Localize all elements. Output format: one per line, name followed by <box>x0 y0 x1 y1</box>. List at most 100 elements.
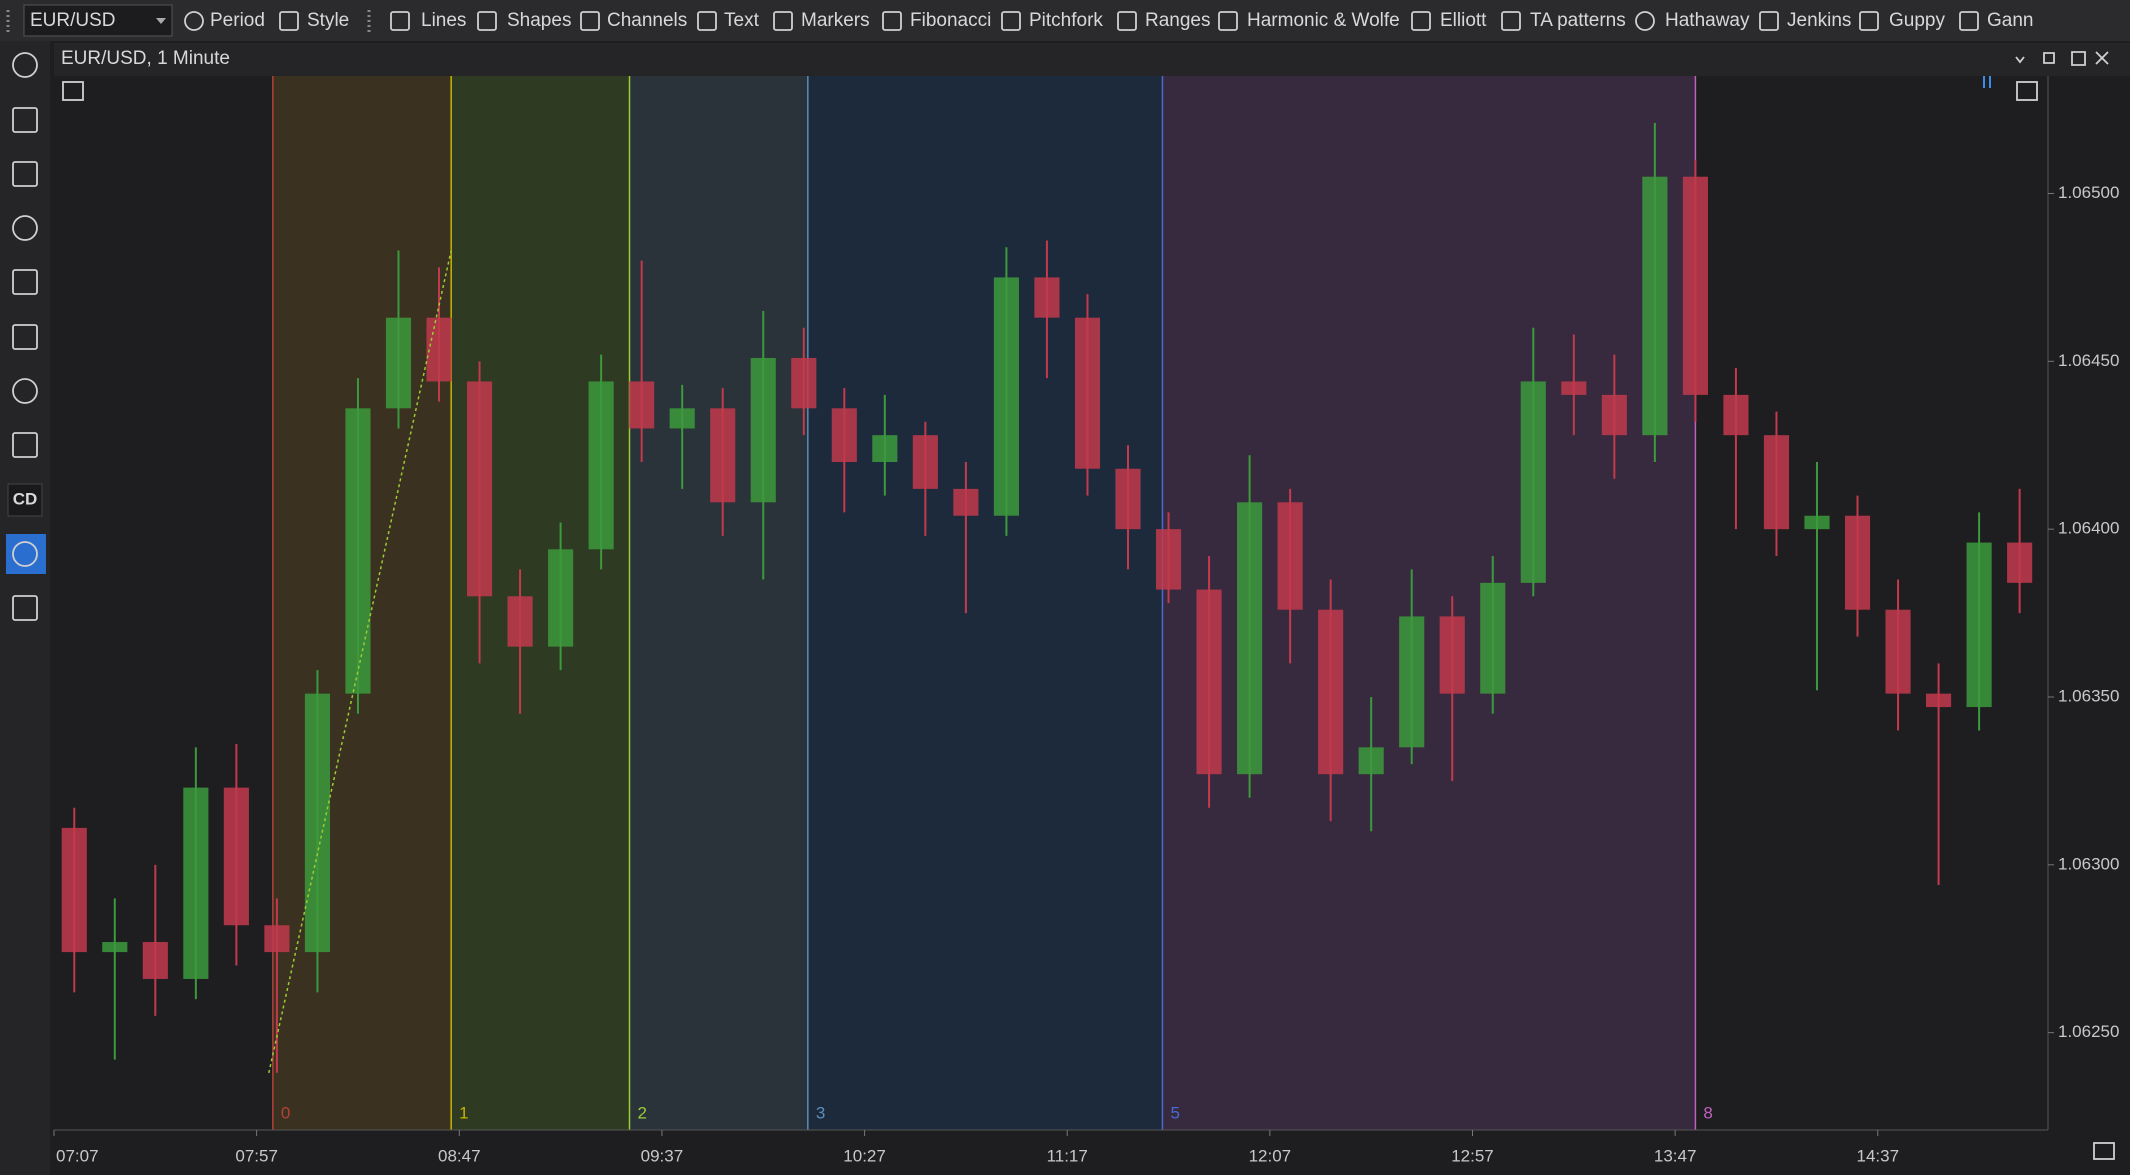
sidebar-icon[interactable] <box>12 269 38 295</box>
sidebar-icon[interactable] <box>12 541 38 567</box>
tool-button[interactable]: Style <box>307 10 349 31</box>
sidebar-icon[interactable] <box>12 107 38 133</box>
sidebar-icon[interactable] <box>12 324 38 350</box>
tool-icon[interactable] <box>1218 11 1238 31</box>
tool-icon[interactable] <box>1859 11 1879 31</box>
candle-body <box>1926 693 1952 708</box>
tool-button[interactable]: Channels <box>607 10 687 31</box>
tool-button[interactable]: Guppy <box>1889 10 1945 31</box>
candle-body <box>588 381 614 550</box>
x-tick-label: 10:27 <box>843 1146 886 1165</box>
tool-icon[interactable] <box>1411 11 1431 31</box>
candle-body <box>629 381 655 429</box>
tool-button[interactable]: Lines <box>421 10 466 31</box>
tool-button[interactable]: Text <box>724 10 760 31</box>
tool-icon[interactable] <box>1501 11 1521 31</box>
candle-body <box>1237 502 1263 775</box>
candle-body <box>872 435 898 463</box>
tool-icon[interactable] <box>1117 11 1137 31</box>
zone-fill <box>807 76 1163 1130</box>
x-tick-label: 09:37 <box>641 1146 684 1165</box>
x-tick-label: 07:07 <box>56 1146 99 1165</box>
candle-body <box>1966 542 1992 708</box>
window-controls[interactable] <box>2015 51 2109 66</box>
tool-button[interactable]: Shapes <box>507 10 571 31</box>
candle-body <box>1885 609 1911 694</box>
candle-body <box>345 408 371 694</box>
tool-icon[interactable] <box>1001 11 1021 31</box>
tool-icon[interactable] <box>882 11 902 31</box>
tool-icon[interactable] <box>390 11 410 31</box>
candle-body <box>1480 582 1506 694</box>
sidebar-active <box>6 534 46 574</box>
candle-body <box>993 277 1019 516</box>
window-title: EUR/USD, 1 Minute <box>61 48 230 69</box>
candle-body <box>264 925 290 953</box>
tool-icon[interactable] <box>477 11 497 31</box>
sidebar-icon[interactable] <box>12 595 38 621</box>
zone-label: 5 <box>1170 1103 1179 1122</box>
tool-icon[interactable] <box>773 11 793 31</box>
tool-button[interactable]: Jenkins <box>1787 10 1851 31</box>
symbol[interactable]: EUR/USD <box>30 10 116 31</box>
sidebar-icon[interactable] <box>12 52 38 78</box>
candle-body <box>183 787 209 979</box>
tool-button[interactable]: Fibonacci <box>910 10 991 31</box>
tool-icon[interactable] <box>1759 11 1779 31</box>
y-tick-label: 1.06300 <box>2058 854 2119 873</box>
tool-button[interactable]: Markers <box>801 10 870 31</box>
candle-body <box>466 381 493 597</box>
candle-body <box>142 942 168 979</box>
tool-icon[interactable] <box>184 11 204 31</box>
sidebar-icon[interactable] <box>12 378 38 404</box>
candle-body <box>1074 317 1101 469</box>
window-titlebar <box>54 43 2130 76</box>
x-tick-label: 11:17 <box>1047 1146 1088 1165</box>
tool-button[interactable]: TA patterns <box>1530 10 1626 31</box>
zone-fill <box>629 76 808 1130</box>
candle-body <box>912 435 938 489</box>
candle-body <box>385 317 412 409</box>
sidebar-icon[interactable] <box>12 215 38 241</box>
tool-button[interactable]: Ranges <box>1145 10 1211 31</box>
candle-body <box>1277 502 1303 610</box>
tool-icon[interactable] <box>580 11 600 31</box>
panel-toggle[interactable] <box>2016 81 2038 101</box>
y-tick-label: 1.06450 <box>2058 351 2119 370</box>
zone-fill <box>1695 76 2048 1130</box>
candle-body <box>1723 394 1749 436</box>
tool-button[interactable]: Hathaway <box>1665 10 1750 31</box>
candle-body <box>1642 176 1668 436</box>
tool-button[interactable]: Pitchfork <box>1029 10 1103 31</box>
x-tick-label: 08:47 <box>438 1146 481 1165</box>
tool-button[interactable]: Period <box>210 10 265 31</box>
pause-icon[interactable] <box>1983 76 1991 88</box>
sidebar-button[interactable] <box>7 483 43 517</box>
toolbar <box>0 0 2130 41</box>
x-tick-label: 12:57 <box>1451 1146 1494 1165</box>
y-tick-label: 1.06400 <box>2058 519 2119 538</box>
candle-body <box>1155 529 1182 590</box>
tool-button[interactable]: Harmonic & Wolfe <box>1247 10 1400 31</box>
zone-label: 8 <box>1703 1103 1712 1122</box>
tool-icon[interactable] <box>1959 11 1979 31</box>
sidebar-icon[interactable] <box>12 161 38 187</box>
symbol-select[interactable] <box>23 4 173 37</box>
candle-body <box>1439 616 1465 694</box>
candle-body <box>710 408 736 503</box>
sidebar-badge[interactable]: CD <box>13 489 38 508</box>
sidebar-icon[interactable] <box>12 432 38 458</box>
candle-body <box>1561 381 1587 395</box>
tool-icon[interactable] <box>279 11 299 31</box>
tool-icon[interactable] <box>697 11 717 31</box>
tool-button[interactable]: Elliott <box>1440 10 1487 31</box>
trendline <box>268 250 452 1074</box>
panel-toggle[interactable] <box>62 81 84 101</box>
chart: 0 1 2 3 5 8 1.06250 1.06300 1.06350 1.06400 1.0645… <box>53 76 2119 1165</box>
candle-body <box>669 408 695 429</box>
candle-body <box>1399 616 1425 748</box>
tool-button[interactable]: Gann <box>1987 10 2033 31</box>
candle-body <box>791 357 817 409</box>
panel-toggle[interactable] <box>2093 1142 2115 1160</box>
tool-icon[interactable] <box>1635 11 1655 31</box>
